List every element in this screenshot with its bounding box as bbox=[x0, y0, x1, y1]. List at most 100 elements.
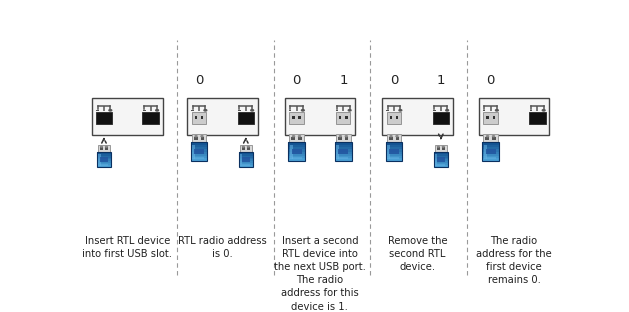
Bar bbox=[386, 158, 403, 161]
Bar bbox=[386, 154, 403, 156]
Bar bbox=[291, 149, 301, 154]
Bar bbox=[484, 112, 498, 124]
Bar bbox=[339, 116, 342, 119]
Circle shape bbox=[101, 146, 103, 147]
Bar bbox=[192, 134, 206, 142]
Text: Insert a second
RTL device into
the next USB port.
The radio
address for this
de: Insert a second RTL device into the next… bbox=[274, 236, 366, 312]
Bar bbox=[289, 112, 304, 124]
Bar bbox=[100, 158, 108, 162]
Bar bbox=[97, 154, 111, 156]
Bar bbox=[288, 147, 305, 149]
Circle shape bbox=[345, 136, 347, 137]
Text: 1: 1 bbox=[437, 74, 445, 87]
Bar bbox=[97, 165, 111, 167]
Bar bbox=[433, 112, 449, 124]
Bar bbox=[434, 157, 448, 159]
Bar bbox=[482, 147, 499, 149]
Circle shape bbox=[106, 146, 108, 147]
Circle shape bbox=[390, 136, 392, 137]
Bar bbox=[486, 137, 489, 140]
Bar bbox=[100, 164, 108, 166]
Bar bbox=[479, 98, 549, 135]
Circle shape bbox=[109, 110, 112, 111]
Text: 0: 0 bbox=[390, 74, 398, 87]
Bar bbox=[442, 147, 445, 150]
Bar bbox=[284, 98, 355, 135]
Bar bbox=[292, 116, 294, 119]
Bar bbox=[389, 137, 392, 140]
Bar bbox=[335, 144, 352, 147]
Circle shape bbox=[396, 136, 398, 137]
Bar bbox=[201, 137, 204, 140]
Bar bbox=[337, 145, 339, 159]
Text: 0: 0 bbox=[292, 74, 301, 87]
Bar bbox=[386, 110, 389, 111]
Bar bbox=[201, 116, 203, 119]
Bar bbox=[336, 110, 338, 111]
Bar bbox=[239, 159, 253, 161]
Bar bbox=[191, 144, 208, 147]
Bar bbox=[299, 116, 301, 119]
Bar bbox=[335, 142, 352, 161]
Bar bbox=[434, 152, 448, 167]
Bar bbox=[336, 134, 351, 142]
Bar bbox=[247, 147, 250, 150]
Bar bbox=[434, 159, 448, 161]
Bar bbox=[242, 147, 245, 150]
Bar bbox=[288, 156, 305, 158]
Bar bbox=[434, 154, 448, 156]
Bar bbox=[192, 112, 206, 124]
Bar bbox=[191, 110, 194, 111]
Text: The radio
address for the
first device
remains 0.: The radio address for the first device r… bbox=[476, 236, 552, 285]
Bar bbox=[435, 145, 447, 152]
Bar bbox=[335, 158, 352, 161]
Bar bbox=[386, 151, 403, 154]
Bar bbox=[434, 155, 448, 158]
Circle shape bbox=[301, 110, 304, 111]
Bar bbox=[191, 142, 208, 161]
Bar bbox=[389, 149, 399, 154]
Bar bbox=[335, 151, 352, 154]
Bar bbox=[433, 110, 436, 111]
Bar bbox=[335, 147, 352, 149]
Bar bbox=[239, 165, 253, 167]
Bar bbox=[191, 149, 208, 152]
Bar bbox=[390, 116, 392, 119]
Bar bbox=[289, 110, 291, 111]
Bar bbox=[335, 154, 352, 156]
Bar bbox=[483, 134, 498, 142]
Bar bbox=[100, 147, 103, 150]
Bar bbox=[386, 142, 403, 145]
Bar bbox=[386, 147, 403, 149]
Bar bbox=[434, 152, 448, 154]
Text: 1: 1 bbox=[339, 74, 348, 87]
Circle shape bbox=[486, 136, 489, 137]
Bar bbox=[191, 151, 208, 154]
Bar bbox=[239, 157, 253, 159]
Bar bbox=[239, 161, 253, 163]
Bar bbox=[191, 154, 208, 156]
Circle shape bbox=[195, 136, 197, 137]
Bar bbox=[97, 163, 111, 165]
Bar bbox=[143, 110, 146, 111]
Bar bbox=[486, 116, 489, 119]
Text: 0: 0 bbox=[486, 74, 495, 87]
Bar bbox=[492, 137, 496, 140]
Bar bbox=[143, 112, 159, 124]
Text: 0: 0 bbox=[195, 74, 203, 87]
Bar bbox=[97, 161, 111, 163]
Circle shape bbox=[156, 110, 159, 111]
Circle shape bbox=[299, 136, 301, 137]
Bar bbox=[191, 158, 208, 161]
Circle shape bbox=[442, 146, 444, 147]
Bar bbox=[98, 154, 101, 166]
Bar bbox=[482, 142, 499, 145]
Bar bbox=[238, 110, 241, 111]
Bar bbox=[435, 154, 438, 166]
Bar bbox=[493, 116, 495, 119]
Bar bbox=[288, 158, 305, 161]
Text: RTL radio address
is 0.: RTL radio address is 0. bbox=[178, 236, 267, 259]
Bar bbox=[191, 147, 208, 149]
Bar bbox=[335, 142, 352, 145]
Bar bbox=[187, 98, 258, 135]
